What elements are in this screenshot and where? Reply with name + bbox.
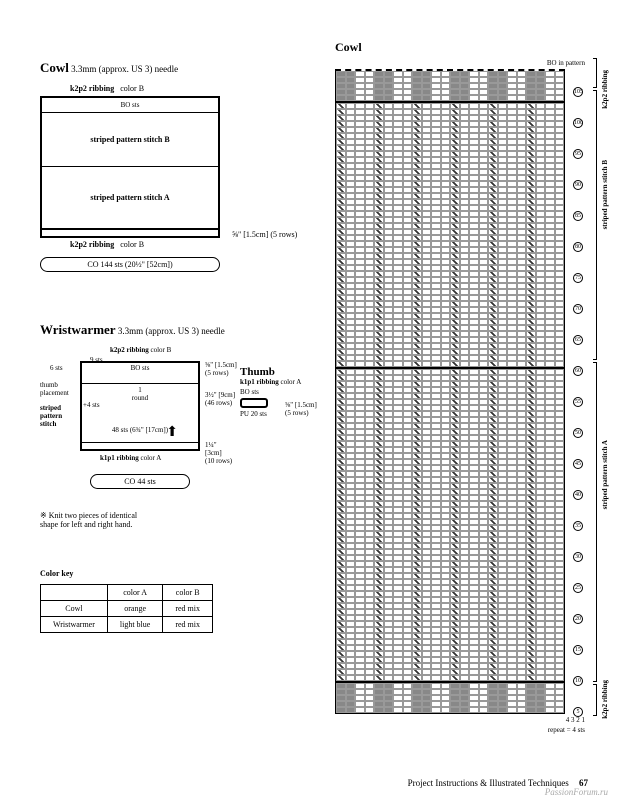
brace-icon [591,58,597,88]
cowl-top-ribbing: k2p2 ribbing [70,84,114,93]
cowl-top-color: color B [120,84,144,93]
cowl-stripe-a: striped pattern stitch A [42,167,218,230]
wrist-top-color: color B [150,346,171,354]
thumb-title: Thumb [240,366,301,378]
cowl-bot-color: color B [120,240,144,249]
brace-icon [591,90,597,360]
wrist-meas-bot: 1¼" [3cm] (10 rows) [205,441,232,465]
color-key-table: color A color B Cowl orange red mix Wris… [40,584,213,633]
brace-icon [591,362,597,682]
wrist-thumb-pl: thumb placement [40,381,69,397]
cowl-meas-4: ⅝" [1.5cm] (5 rows) [232,230,297,239]
wrist-section: Wristwarmer 3.3mm (approx. US 3) needle … [40,322,320,529]
thumb-ribbing: k1p1 ribbing [240,378,279,386]
thumb-bo: BO sts [240,388,301,396]
color-key-title: Color key [40,569,320,578]
wrist-note: ※ Knit two pieces of identical shape for… [40,511,320,529]
chart-bo-label: BO in pattern [547,59,585,67]
chart-stripe-b-label: striped pattern stitch B [601,160,609,229]
color-key: Color key color A color B Cowl orange re… [40,569,320,633]
arrow-up-icon: ⬆ [166,424,178,441]
chart-bottom-nums: 4 3 2 1 [566,716,585,724]
chart-section: Cowl BO in pattern 510152025303540455055… [335,40,585,734]
wrist-bot-ribbing: k1p1 ribbing [100,454,139,462]
knitting-chart: 5101520253035404550556065707580859095100… [335,69,565,714]
wrist-top-ribbing: k2p2 ribbing [110,346,149,354]
chart-stripe-a-label: striped pattern stitch A [601,440,609,509]
wrist-co: CO 44 sts [90,474,190,489]
wrist-meas-mid: 3½" [9cm] (46 rows) [205,391,235,407]
cowl-bot-ribbing: k2p2 ribbing [70,240,114,249]
wrist-meas-top: ⅝" [1.5cm] (5 rows) [205,361,237,377]
wrist-box: BO sts 1 round 48 sts (6¾" [17cm]) ⬆ [80,361,200,451]
wrist-bo: BO sts [82,363,198,373]
wrist-sts6: 6 sts [50,364,63,372]
chart-title: Cowl [335,40,585,55]
cowl-stripe-b: striped pattern stitch B [42,113,218,167]
wrist-title: Wristwarmer [40,322,116,337]
wrist-sts48: 48 sts (6¾" [17cm]) [82,426,198,434]
cowl-schematic-box: BO sts striped pattern stitch B striped … [40,96,220,238]
cowl-needle: 3.3mm (approx. US 3) needle [71,64,178,74]
cowl-title: Cowl [40,60,69,75]
cowl-co: CO 144 sts (20½" [52cm]) [40,257,220,272]
watermark: PassionForum.ru [545,787,608,797]
thumb-section: Thumb k1p1 ribbing color A BO sts PU 20 … [240,366,301,418]
wrist-striped: striped pattern stitch [40,404,62,428]
thumb-meas: ⅝" [1.5cm] (5 rows) [285,401,317,417]
wrist-needle: 3.3mm (approx. US 3) needle [118,326,225,336]
wrist-bot-color: color A [140,454,161,462]
wrist-round: 1 round [82,384,198,402]
cowl-section: Cowl 3.3mm (approx. US 3) needle k2p2 ri… [40,60,320,272]
chart-repeat: repeat = 4 sts [335,726,585,734]
chart-k2p2-top: k2p2 ribbing [601,70,609,109]
thumb-color: color A [280,378,301,386]
brace-icon [591,684,597,716]
chart-k2p2-bot: k2p2 ribbing [601,680,609,719]
thumb-shape [240,398,268,408]
cowl-bo: BO sts [42,98,218,113]
